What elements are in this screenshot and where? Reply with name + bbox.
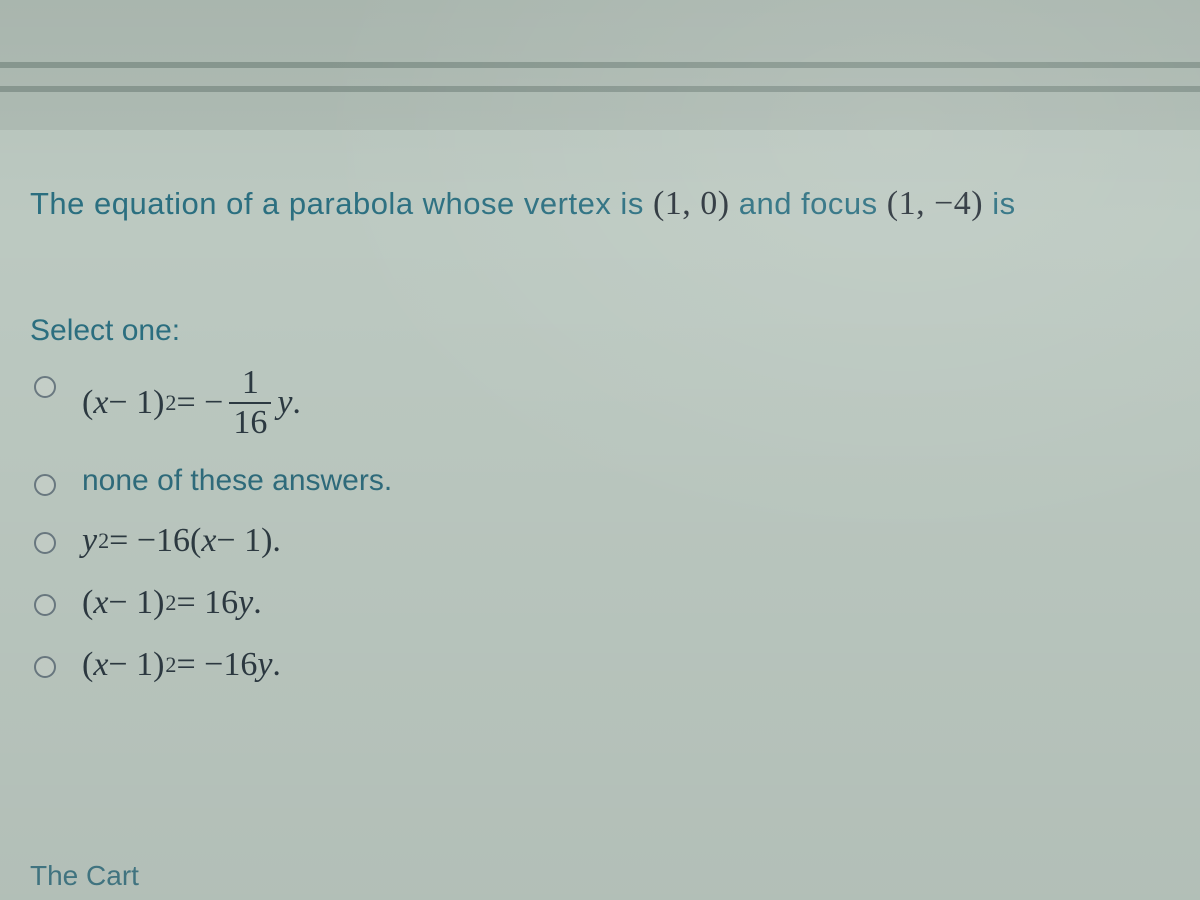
- minus-one-rparen: − 1): [108, 646, 164, 684]
- option-row[interactable]: ( x − 1) 2 = 16 y .: [34, 584, 1170, 622]
- radio-icon[interactable]: [34, 594, 56, 616]
- option-row[interactable]: y 2 = −16( x − 1).: [34, 522, 1170, 560]
- lparen: (: [82, 384, 93, 422]
- minus-one-rparen-period: − 1).: [216, 522, 281, 560]
- equals-minus: = −: [176, 384, 223, 422]
- vertex-point: (1, 0): [653, 185, 730, 222]
- option-3-math: y 2 = −16( x − 1).: [82, 522, 281, 560]
- equals-minus-16-lparen: = −16(: [109, 522, 201, 560]
- option-row[interactable]: ( x − 1) 2 = −16 y .: [34, 646, 1170, 684]
- question-suffix: is: [992, 186, 1015, 221]
- header-bands: [0, 0, 1200, 130]
- option-2-text: none of these answers.: [82, 464, 392, 498]
- option-5-math: ( x − 1) 2 = −16 y .: [82, 646, 281, 684]
- question-stem: The equation of a parabola whose vertex …: [30, 180, 1170, 228]
- var-x: x: [93, 646, 108, 684]
- focus-point: (1, −4): [887, 185, 983, 222]
- lparen: (: [82, 646, 93, 684]
- var-y: y: [277, 384, 292, 422]
- select-one-label: Select one:: [30, 314, 1170, 348]
- radio-icon[interactable]: [34, 474, 56, 496]
- minus-one-rparen: − 1): [108, 584, 164, 622]
- fraction-denominator: 16: [229, 402, 271, 440]
- option-row[interactable]: ( x − 1) 2 = − 1 16 y .: [34, 366, 1170, 440]
- fraction-numerator: 1: [238, 366, 263, 402]
- footer-cutoff-text: The Cart: [30, 860, 139, 892]
- lparen: (: [82, 584, 93, 622]
- period: .: [292, 384, 301, 422]
- fraction-1-16: 1 16: [229, 366, 271, 440]
- equals-minus-16: = −16: [176, 646, 257, 684]
- radio-icon[interactable]: [34, 376, 56, 398]
- var-x: x: [201, 522, 216, 560]
- var-y: y: [82, 522, 97, 560]
- radio-icon[interactable]: [34, 532, 56, 554]
- var-y: y: [257, 646, 272, 684]
- var-x: x: [93, 384, 108, 422]
- minus-one-rparen: − 1): [108, 384, 164, 422]
- options-group: ( x − 1) 2 = − 1 16 y . none of these an…: [30, 366, 1170, 684]
- period: .: [272, 646, 281, 684]
- var-x: x: [93, 584, 108, 622]
- equals-16: = 16: [176, 584, 238, 622]
- radio-icon[interactable]: [34, 656, 56, 678]
- question-mid: and focus: [739, 186, 887, 221]
- var-y: y: [238, 584, 253, 622]
- option-row[interactable]: none of these answers.: [34, 464, 1170, 498]
- option-4-math: ( x − 1) 2 = 16 y .: [82, 584, 262, 622]
- period: .: [253, 584, 262, 622]
- question-page: The equation of a parabola whose vertex …: [0, 130, 1200, 900]
- question-prefix: The equation of a parabola whose vertex …: [30, 186, 653, 221]
- option-1-math: ( x − 1) 2 = − 1 16 y .: [82, 366, 301, 440]
